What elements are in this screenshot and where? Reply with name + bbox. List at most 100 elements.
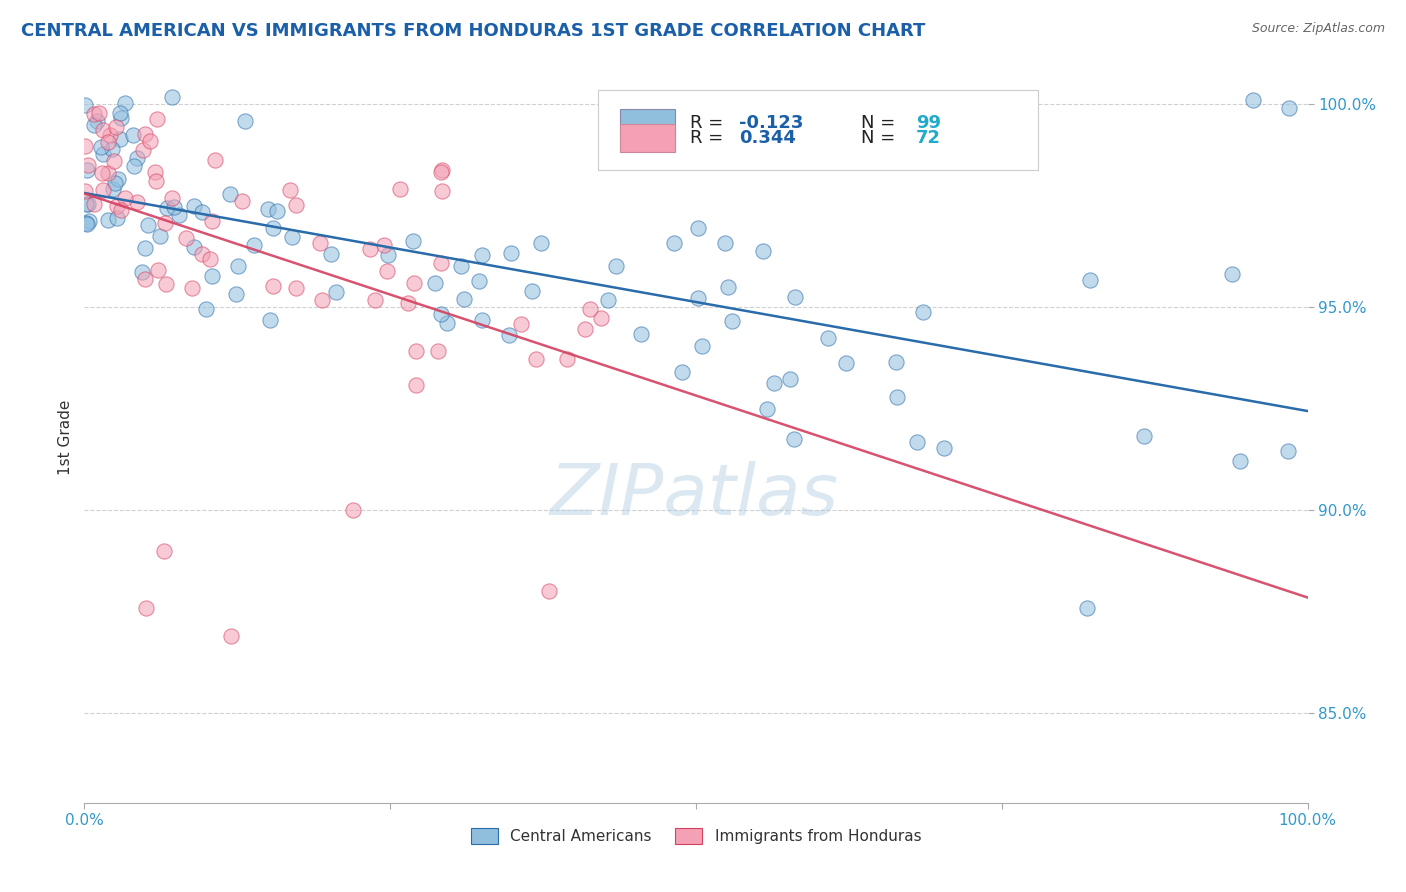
- Point: [86, 113, 108, 128]
- Point: [105, 199, 128, 213]
- Point: [285, 281, 308, 295]
- Point: [149, 228, 172, 243]
- Point: [97, 165, 120, 179]
- Point: [471, 248, 494, 262]
- Point: [153, 544, 176, 558]
- Point: [103, 153, 125, 168]
- Point: [110, 202, 132, 217]
- Point: [538, 584, 561, 599]
- Point: [436, 316, 458, 330]
- Point: [76, 163, 98, 178]
- Point: [105, 211, 128, 225]
- Point: [714, 235, 737, 250]
- Point: [884, 355, 907, 369]
- Point: [132, 144, 155, 158]
- Text: R =: R =: [690, 129, 728, 147]
- Point: [73, 139, 96, 153]
- Point: [325, 285, 347, 300]
- Point: [231, 194, 253, 208]
- Point: [91, 166, 114, 180]
- FancyBboxPatch shape: [620, 124, 675, 152]
- Point: [1220, 267, 1243, 281]
- Point: [377, 248, 399, 262]
- Point: [405, 343, 427, 358]
- Point: [389, 182, 412, 196]
- Point: [162, 89, 184, 103]
- Point: [233, 113, 256, 128]
- Point: [200, 268, 222, 283]
- Point: [311, 293, 333, 307]
- Point: [911, 304, 934, 318]
- Point: [156, 201, 179, 215]
- Point: [717, 280, 740, 294]
- Point: [101, 142, 124, 156]
- Point: [520, 284, 543, 298]
- Point: [122, 128, 145, 143]
- Point: [131, 265, 153, 279]
- Text: -0.123: -0.123: [738, 114, 803, 132]
- Point: [103, 182, 125, 196]
- Point: [721, 314, 744, 328]
- Point: [77, 214, 100, 228]
- Point: [201, 214, 224, 228]
- Point: [319, 247, 342, 261]
- Point: [138, 218, 160, 232]
- Point: [75, 216, 97, 230]
- Point: [281, 229, 304, 244]
- Point: [688, 291, 710, 305]
- Point: [266, 203, 288, 218]
- Point: [574, 322, 596, 336]
- Point: [396, 295, 419, 310]
- Point: [763, 376, 786, 390]
- Point: [228, 259, 250, 273]
- Point: [143, 164, 166, 178]
- Point: [690, 339, 713, 353]
- Point: [596, 293, 619, 307]
- Point: [183, 240, 205, 254]
- Point: [219, 629, 242, 643]
- Point: [91, 123, 114, 137]
- Point: [155, 277, 177, 292]
- Text: 99: 99: [917, 114, 941, 132]
- FancyBboxPatch shape: [620, 110, 675, 137]
- Point: [755, 402, 778, 417]
- Point: [375, 264, 398, 278]
- Point: [76, 218, 98, 232]
- Point: [359, 242, 381, 256]
- Point: [1278, 101, 1301, 115]
- Point: [262, 279, 284, 293]
- Point: [181, 281, 204, 295]
- Point: [198, 252, 221, 266]
- Point: [163, 200, 186, 214]
- Text: ZIPatlas: ZIPatlas: [550, 461, 838, 530]
- Point: [835, 356, 858, 370]
- Point: [77, 158, 100, 172]
- Point: [783, 432, 806, 446]
- Point: [98, 128, 121, 142]
- Point: [605, 259, 627, 273]
- Point: [242, 238, 264, 252]
- Point: [509, 317, 531, 331]
- Point: [122, 159, 145, 173]
- Point: [204, 153, 226, 167]
- Point: [145, 112, 167, 126]
- Point: [751, 244, 773, 258]
- Point: [364, 293, 387, 308]
- Point: [1241, 93, 1264, 107]
- Point: [135, 600, 157, 615]
- Point: [83, 107, 105, 121]
- Point: [430, 162, 453, 177]
- Point: [471, 313, 494, 327]
- Point: [127, 151, 149, 165]
- Point: [429, 255, 451, 269]
- Point: [110, 106, 132, 120]
- Point: [404, 276, 426, 290]
- Point: [91, 147, 114, 161]
- Point: [107, 171, 129, 186]
- Y-axis label: 1st Grade: 1st Grade: [58, 400, 73, 475]
- Point: [139, 134, 162, 148]
- Point: [104, 176, 127, 190]
- Point: [530, 236, 553, 251]
- Text: Source: ZipAtlas.com: Source: ZipAtlas.com: [1251, 22, 1385, 36]
- Point: [1133, 429, 1156, 443]
